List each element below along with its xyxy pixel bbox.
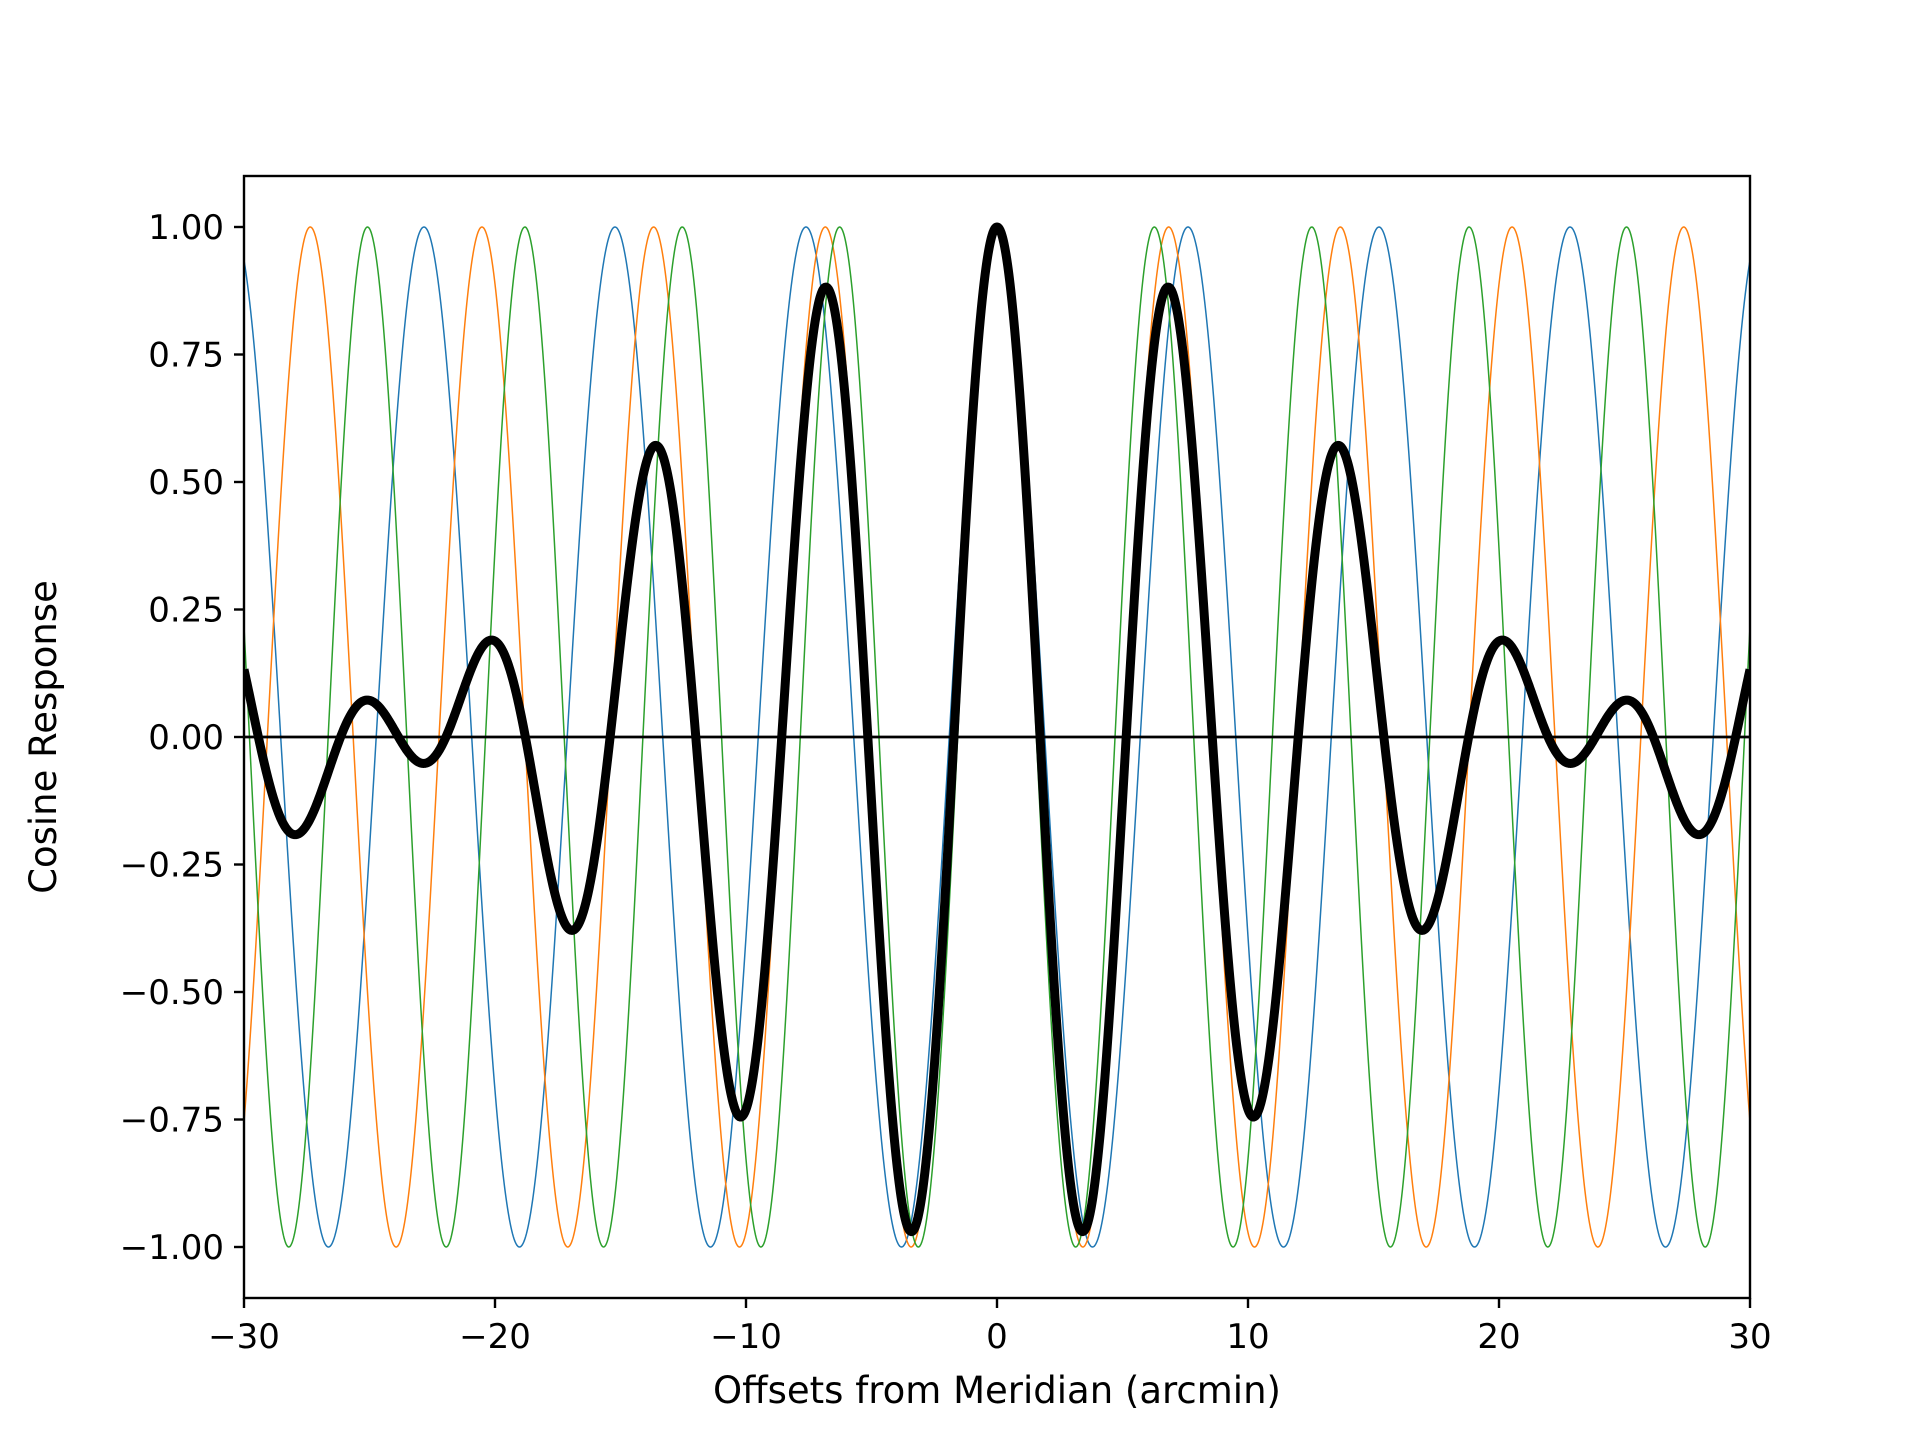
x-tick-label: −20 xyxy=(459,1317,531,1357)
x-tick-label: −30 xyxy=(208,1317,280,1357)
y-tick-label: 0.50 xyxy=(148,463,224,503)
y-tick-label: −1.00 xyxy=(120,1228,224,1268)
x-tick-label: −10 xyxy=(710,1317,782,1357)
y-tick-label: 0.25 xyxy=(148,591,224,631)
y-tick-label: −0.50 xyxy=(120,973,224,1013)
x-axis-label: Offsets from Meridian (arcmin) xyxy=(713,1369,1281,1412)
y-tick-label: −0.25 xyxy=(120,846,224,886)
series-line-mean xyxy=(244,222,1750,1237)
x-tick-label: 20 xyxy=(1477,1317,1520,1357)
x-tick-label: 30 xyxy=(1728,1317,1771,1357)
x-tick-label: 10 xyxy=(1226,1317,1269,1357)
x-tick-label: 0 xyxy=(986,1317,1008,1357)
y-tick-label: 0.00 xyxy=(148,718,224,758)
y-axis-label: Cosine Response xyxy=(22,580,65,894)
y-tick-label: −0.75 xyxy=(120,1101,224,1141)
y-tick-label: 0.75 xyxy=(148,336,224,376)
y-tick-label: 1.00 xyxy=(148,208,224,248)
